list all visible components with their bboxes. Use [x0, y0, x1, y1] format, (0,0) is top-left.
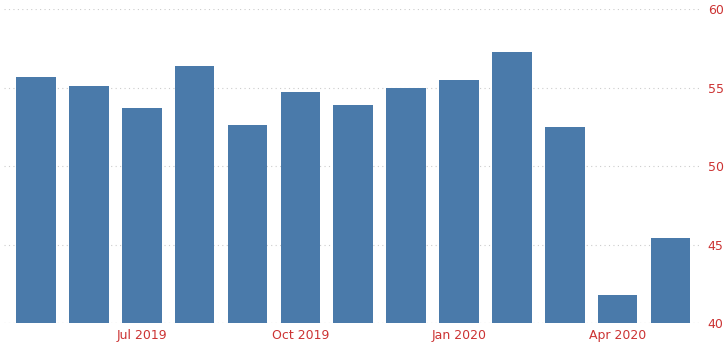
Bar — [228, 125, 267, 323]
Bar — [387, 88, 426, 323]
Bar — [545, 127, 585, 323]
Bar — [333, 105, 373, 323]
Bar — [16, 77, 56, 323]
Bar — [175, 66, 214, 323]
Bar — [122, 108, 162, 323]
Bar — [69, 86, 108, 323]
Bar — [492, 52, 531, 323]
Bar — [280, 92, 320, 323]
Bar — [651, 238, 690, 323]
Bar — [439, 80, 479, 323]
Bar — [598, 295, 638, 323]
